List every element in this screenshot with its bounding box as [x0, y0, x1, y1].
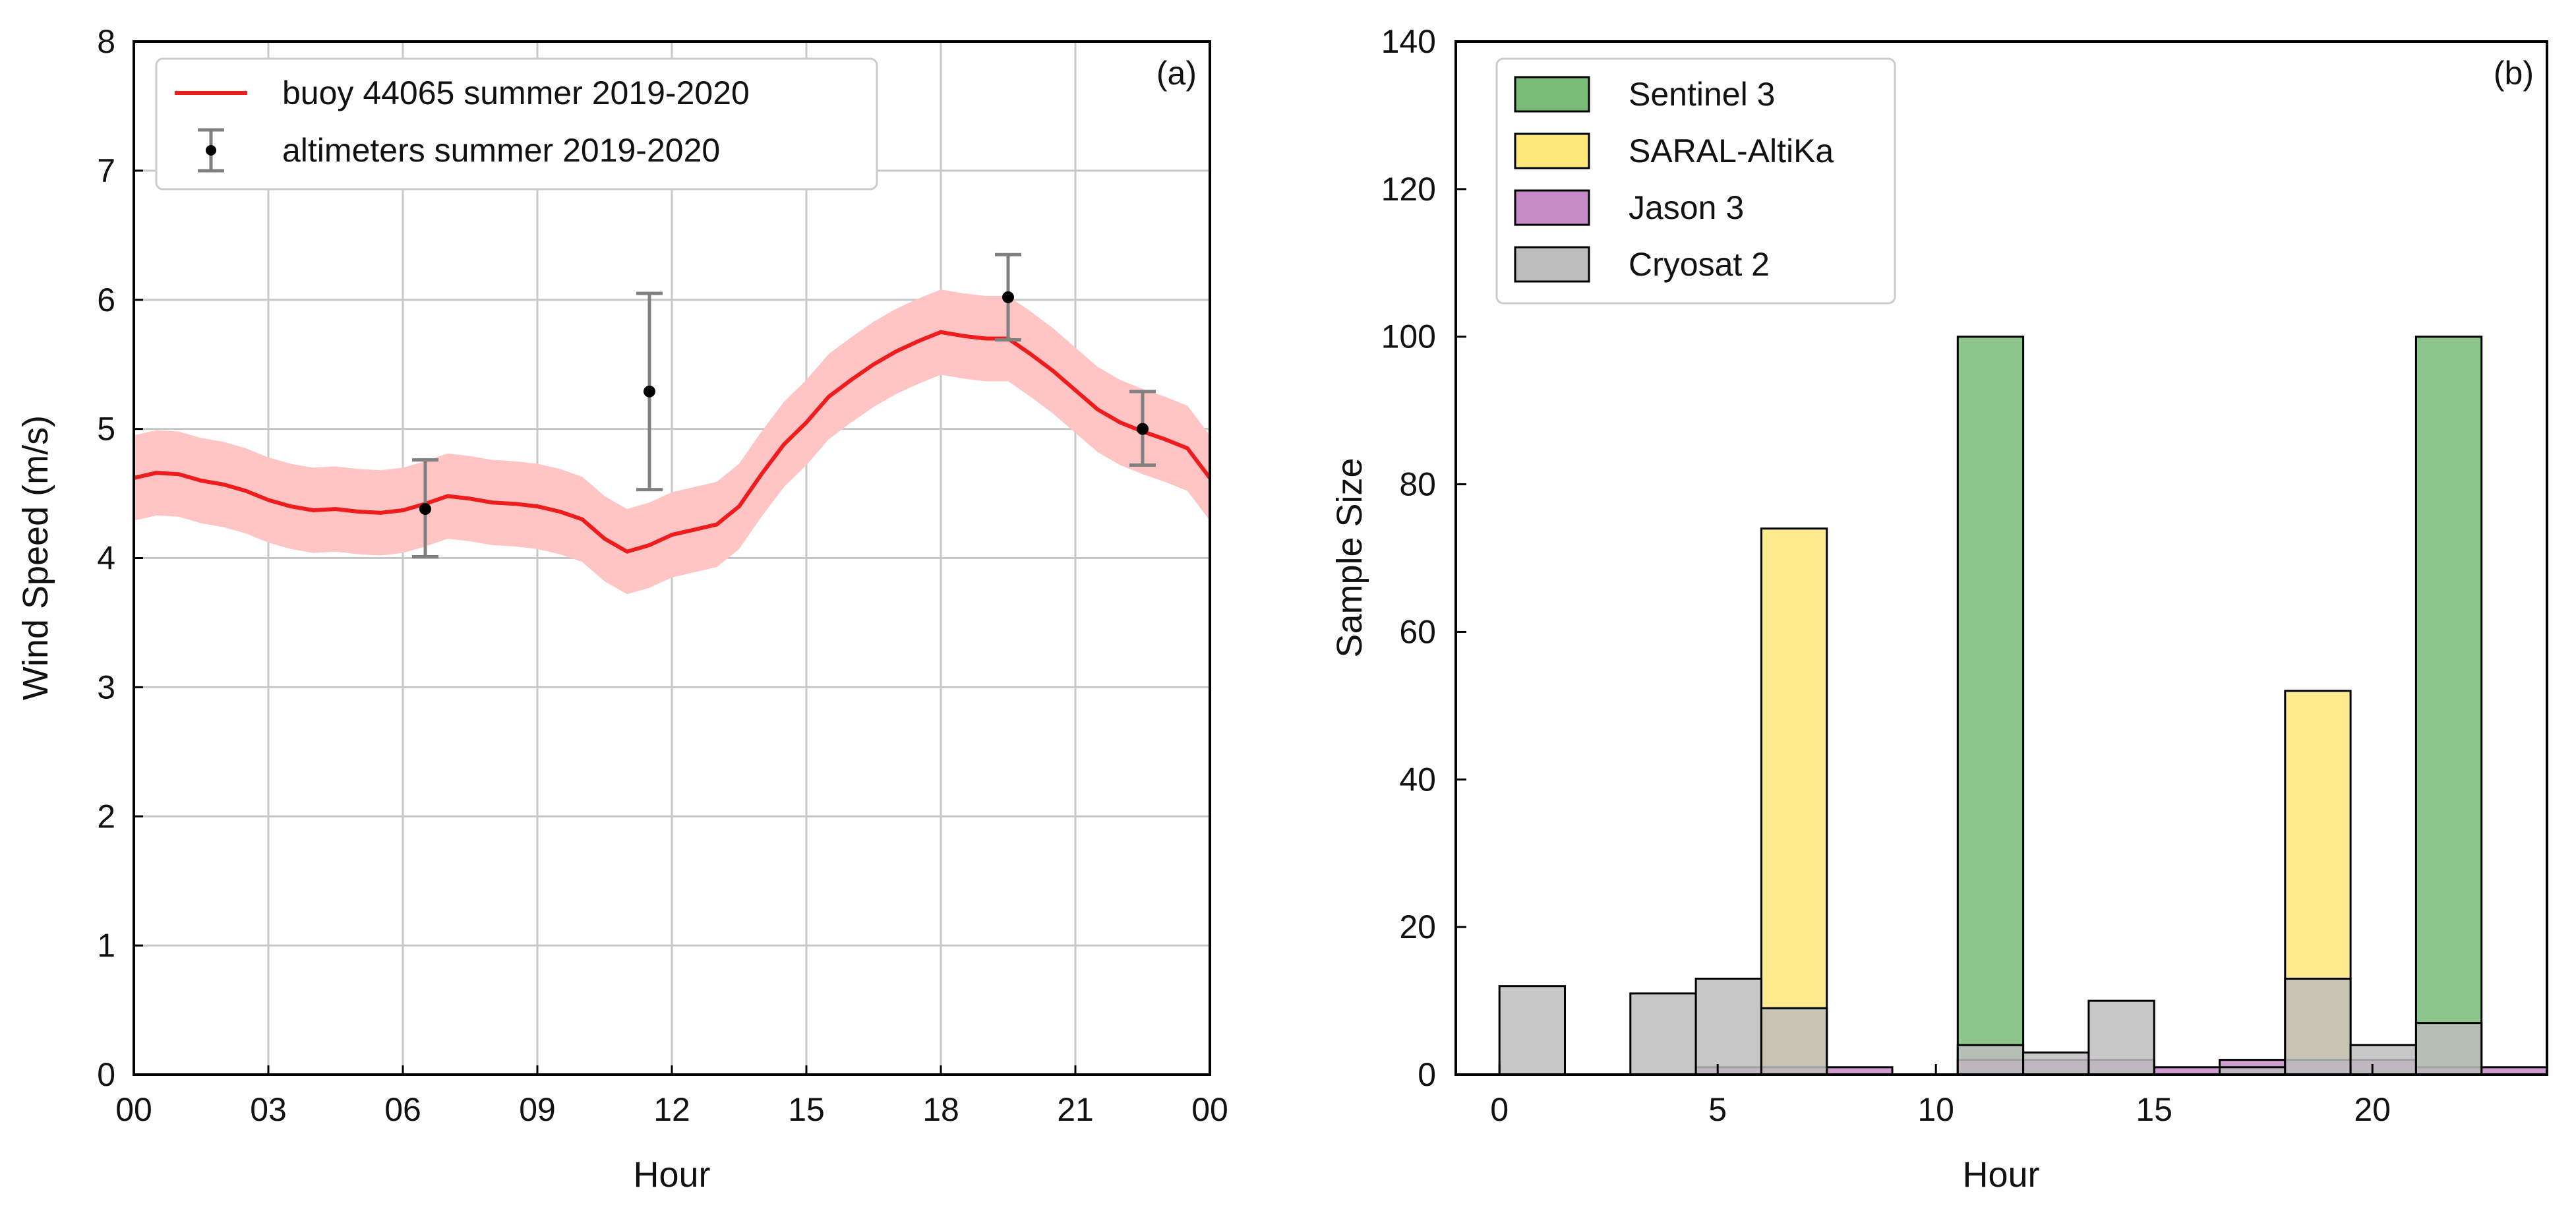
legend-label-sentinel-3: Sentinel 3: [1629, 76, 1775, 113]
legend-swatch-altimeters: [198, 128, 224, 173]
bar-cryosat-2: [2087, 999, 2155, 1076]
y-tick-label: 5: [97, 411, 115, 448]
x-tick-label: 15: [2136, 1091, 2172, 1128]
bar-cryosat-2: [2414, 1022, 2483, 1076]
x-tick-label: 12: [653, 1091, 690, 1128]
bar-cryosat-2: [1760, 1007, 1828, 1076]
legend-swatch-cryosat-2: [1514, 246, 1590, 283]
panel-b-y-axis-label: Sample Size: [1330, 458, 1369, 657]
y-tick-label: 100: [1381, 318, 1436, 355]
x-tick-label: 09: [519, 1091, 556, 1128]
panel-a-tag: (a): [1156, 55, 1197, 92]
y-tick-label: 120: [1381, 171, 1436, 208]
y-tick-label: 8: [97, 23, 115, 60]
series-saral-altika: [1760, 527, 2352, 1076]
panel-a-legend: buoy 44065 summer 2019-2020 altimeters s…: [155, 57, 878, 191]
altimeter-marker: [1137, 423, 1149, 435]
legend-swatch-sentinel-3: [1514, 76, 1590, 113]
y-tick-label: 3: [97, 669, 115, 705]
legend-label-jason-3: Jason 3: [1629, 189, 1744, 226]
x-tick-label: 21: [1057, 1091, 1094, 1128]
x-tick-label: 03: [250, 1091, 287, 1128]
panel-b-legend: Sentinel 3 SARAL-AltiKa Jason 3 Cryosat …: [1495, 57, 1896, 305]
y-tick-label: 4: [97, 540, 115, 577]
y-tick-label: 20: [1399, 908, 1436, 945]
panel-b-x-ticks: 0 5 10 15 20: [1490, 1064, 2391, 1128]
y-tick-label: 0: [1418, 1056, 1436, 1093]
panel-b-sample-size-chart: 0 5 10 15 20 0 20 40 60 80 100 120 140 Hour Sample …: [1330, 23, 2548, 1195]
x-tick-label: 20: [2354, 1091, 2391, 1128]
altimeter-marker: [644, 385, 655, 398]
legend-label-buoy: buoy 44065 summer 2019-2020: [282, 74, 750, 111]
x-tick-label: 18: [922, 1091, 959, 1128]
panel-a-y-ticks: 0 1 2 3 4 5 6 7 8: [97, 23, 143, 1093]
y-tick-label: 140: [1381, 23, 1436, 60]
bar-cryosat-2: [2022, 1051, 2090, 1076]
panel-b-legend-box: [1495, 57, 1896, 305]
x-tick-label: 0: [1490, 1091, 1509, 1128]
y-tick-label: 60: [1399, 613, 1436, 650]
x-tick-label: 06: [384, 1091, 421, 1128]
y-tick-label: 0: [97, 1056, 115, 1093]
series-sentinel-3: [1956, 336, 2483, 1076]
altimeter-point: [1129, 390, 1156, 467]
legend-label-saral-altika: SARAL-AltiKa: [1629, 133, 1834, 169]
panel-b-axes-frame: [1454, 40, 2548, 1076]
bar-saral-altika: [1760, 527, 1828, 1076]
x-tick-label: 5: [1708, 1091, 1727, 1128]
panel-a-x-axis-label: Hour: [633, 1155, 710, 1195]
series-cryosat-2: [1498, 977, 2483, 1076]
panel-b-bars: [1498, 336, 2548, 1076]
buoy-uncertainty-band: [134, 289, 1210, 595]
panel-b-x-axis-label: Hour: [1962, 1155, 2039, 1195]
y-tick-label: 80: [1399, 466, 1436, 503]
altimeter-marker: [419, 503, 431, 516]
panel-a-altimeter-series: [412, 253, 1156, 559]
legend-label-cryosat-2: Cryosat 2: [1629, 246, 1770, 283]
x-tick-label: 10: [1917, 1091, 1954, 1128]
bar-cryosat-2: [2284, 977, 2352, 1076]
bar-sentinel-3: [1956, 336, 2025, 1076]
altimeter-point: [995, 253, 1021, 342]
legend-swatch-saral-altika: [1514, 133, 1590, 169]
y-tick-label: 1: [97, 927, 115, 964]
panel-a-buoy-series: [133, 330, 1212, 554]
x-tick-label: 00: [1191, 1091, 1228, 1128]
altimeter-marker: [1002, 291, 1014, 303]
y-tick-label: 2: [97, 798, 115, 835]
buoy-line: [133, 330, 1212, 554]
panel-b-tag: (b): [2494, 55, 2534, 92]
y-tick-label: 40: [1399, 761, 1436, 798]
panel-a-y-axis-label: Wind Speed (m/s): [16, 415, 55, 700]
bar-cryosat-2: [1694, 977, 1762, 1076]
bar-sentinel-3: [2414, 336, 2483, 1076]
bar-cryosat-2: [1629, 992, 1697, 1076]
panel-b-y-ticks: 0 20 40 60 80 100 120 140: [1381, 23, 1466, 1093]
legend-label-altimeters: altimeters summer 2019-2020: [282, 132, 720, 169]
y-tick-label: 6: [97, 282, 115, 318]
x-tick-label: 00: [115, 1091, 152, 1128]
panel-a-x-ticks: 00 03 06 09 12 15 18 21 00: [115, 1065, 1228, 1128]
y-tick-label: 7: [97, 152, 115, 189]
bar-cryosat-2: [2349, 1044, 2417, 1076]
panel-a-legend-box: [155, 57, 878, 191]
altimeter-point: [412, 458, 438, 559]
panel-a-uncertainty-band: [134, 289, 1210, 595]
altimeter-point: [636, 291, 663, 492]
bar-cryosat-2: [1956, 1044, 2025, 1076]
bar-cryosat-2: [1498, 985, 1566, 1076]
x-tick-label: 15: [788, 1091, 825, 1128]
legend-swatch-jason-3: [1514, 189, 1590, 226]
